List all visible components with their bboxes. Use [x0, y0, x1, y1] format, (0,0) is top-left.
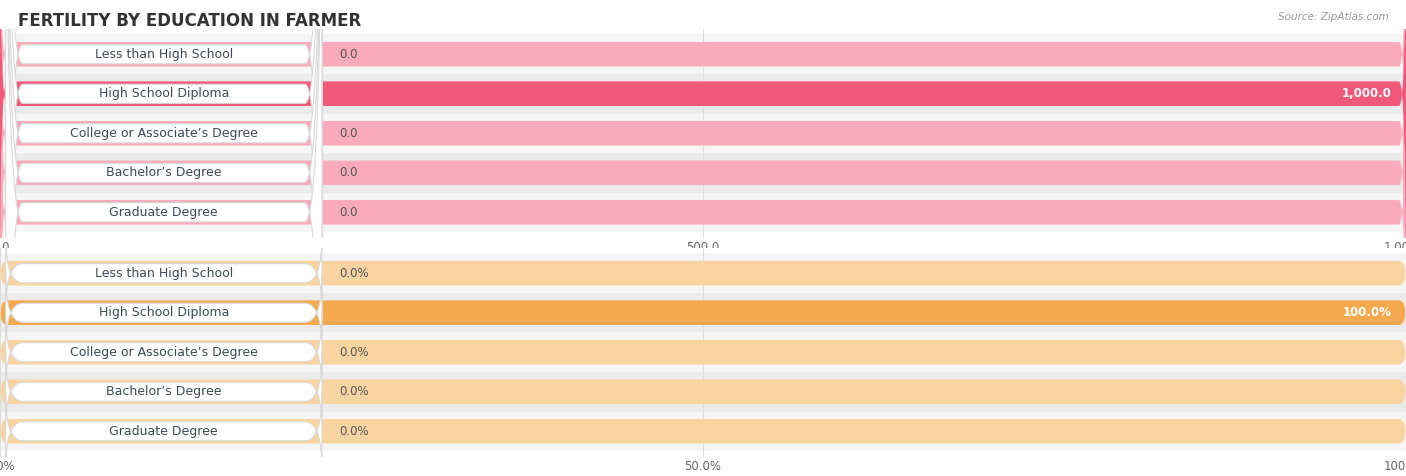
Text: 0.0%: 0.0% — [339, 425, 368, 438]
FancyBboxPatch shape — [0, 419, 1406, 444]
FancyBboxPatch shape — [0, 0, 1406, 318]
Bar — [0, 113, 1406, 153]
FancyBboxPatch shape — [6, 354, 322, 430]
Text: College or Associate’s Degree: College or Associate’s Degree — [70, 346, 257, 359]
Text: Graduate Degree: Graduate Degree — [110, 206, 218, 219]
FancyBboxPatch shape — [0, 340, 1406, 365]
Text: 0.0: 0.0 — [339, 206, 357, 219]
FancyBboxPatch shape — [6, 0, 322, 476]
Text: 0.0%: 0.0% — [339, 346, 368, 359]
FancyBboxPatch shape — [0, 261, 1406, 286]
FancyBboxPatch shape — [0, 27, 1406, 397]
Bar — [0, 332, 1406, 372]
Text: High School Diploma: High School Diploma — [98, 306, 229, 319]
FancyBboxPatch shape — [0, 300, 1406, 325]
Bar — [0, 34, 1406, 74]
FancyBboxPatch shape — [0, 0, 1406, 358]
FancyBboxPatch shape — [6, 0, 322, 476]
Text: 0.0%: 0.0% — [339, 267, 368, 280]
Text: Less than High School: Less than High School — [94, 48, 233, 61]
FancyBboxPatch shape — [0, 379, 1406, 404]
Text: Bachelor’s Degree: Bachelor’s Degree — [105, 166, 222, 179]
Text: Less than High School: Less than High School — [94, 267, 233, 280]
FancyBboxPatch shape — [0, 0, 1406, 239]
FancyBboxPatch shape — [6, 393, 322, 469]
FancyBboxPatch shape — [6, 235, 322, 311]
FancyBboxPatch shape — [6, 314, 322, 390]
Text: Bachelor’s Degree: Bachelor’s Degree — [105, 385, 222, 398]
FancyBboxPatch shape — [6, 275, 322, 351]
Text: Graduate Degree: Graduate Degree — [110, 425, 218, 438]
Text: Source: ZipAtlas.com: Source: ZipAtlas.com — [1278, 12, 1389, 22]
FancyBboxPatch shape — [0, 0, 1406, 279]
Bar — [0, 293, 1406, 332]
Text: FERTILITY BY EDUCATION IN FARMER: FERTILITY BY EDUCATION IN FARMER — [18, 12, 361, 30]
FancyBboxPatch shape — [6, 0, 322, 476]
Bar — [0, 74, 1406, 113]
Bar — [0, 253, 1406, 293]
Text: High School Diploma: High School Diploma — [98, 87, 229, 100]
Text: 0.0: 0.0 — [339, 166, 357, 179]
Text: 0.0: 0.0 — [339, 127, 357, 140]
Text: 100.0%: 100.0% — [1343, 306, 1392, 319]
Bar — [0, 153, 1406, 193]
Bar — [0, 193, 1406, 232]
FancyBboxPatch shape — [0, 300, 1406, 325]
Text: College or Associate’s Degree: College or Associate’s Degree — [70, 127, 257, 140]
FancyBboxPatch shape — [0, 0, 1406, 279]
Bar — [0, 372, 1406, 412]
FancyBboxPatch shape — [6, 0, 322, 476]
Text: 0.0: 0.0 — [339, 48, 357, 61]
FancyBboxPatch shape — [6, 0, 322, 476]
Bar — [0, 412, 1406, 451]
Text: 1,000.0: 1,000.0 — [1343, 87, 1392, 100]
Text: 0.0%: 0.0% — [339, 385, 368, 398]
